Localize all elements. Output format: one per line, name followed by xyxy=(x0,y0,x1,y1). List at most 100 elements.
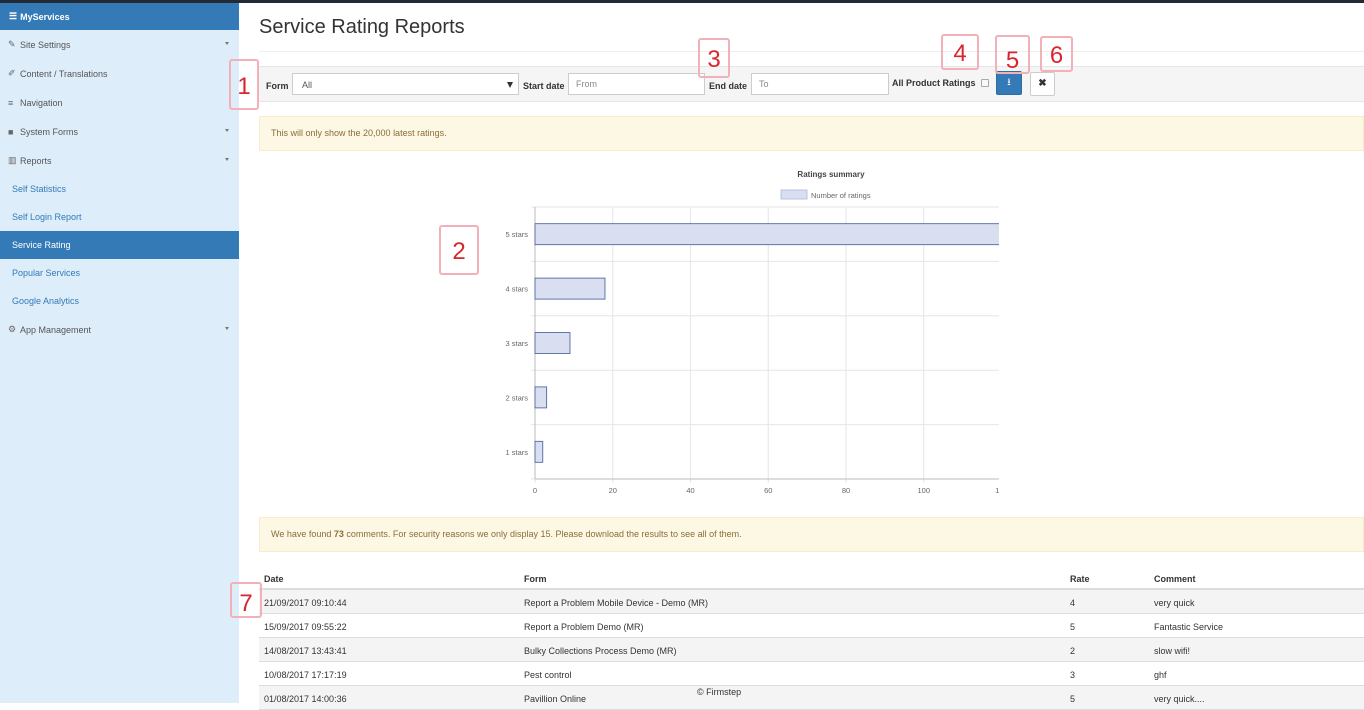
table-row: 14/08/2017 13:43:41 Bulky Collections Pr… xyxy=(259,638,1364,662)
download-button[interactable]: ⭳ xyxy=(996,71,1022,95)
caret-down-icon xyxy=(225,42,229,45)
sidebar-subitem-self-statistics[interactable]: Self Statistics xyxy=(12,184,67,194)
form-select[interactable]: All xyxy=(292,73,519,95)
table-row: 15/09/2017 09:55:22 Report a Problem Dem… xyxy=(259,614,1364,638)
annotation-marker-3: 3 xyxy=(698,38,730,78)
close-icon: ✖ xyxy=(1038,78,1047,89)
table-row: 10/08/2017 17:17:19 Pest control 3 ghf xyxy=(259,662,1364,686)
cell-rate: 5 xyxy=(1070,694,1076,704)
header-rate: Rate xyxy=(1070,574,1090,584)
cell-comment: very quick.... xyxy=(1154,694,1205,704)
sidebar-item-label: Reports xyxy=(20,155,52,166)
list-icon: ≡ xyxy=(8,97,14,108)
caret-down-icon xyxy=(225,327,229,330)
folder-icon: ■ xyxy=(8,126,14,137)
caret-down-icon xyxy=(225,129,229,132)
cell-form: Pest control xyxy=(524,670,572,680)
limit-alert-text: This will only show the 20,000 latest ra… xyxy=(271,128,447,138)
cell-comment: slow wifi! xyxy=(1154,646,1191,656)
cell-form: Pavillion Online xyxy=(524,694,587,704)
sidebar-item-system-forms[interactable]: ■ System Forms xyxy=(0,117,239,146)
cell-date: 21/09/2017 09:10:44 xyxy=(264,598,347,608)
annotation-marker-4: 4 xyxy=(941,34,979,70)
cell-date: 15/09/2017 09:55:22 xyxy=(264,622,347,632)
sidebar-item-navigation[interactable]: ≡ Navigation xyxy=(0,88,239,117)
comments-alert-suffix: comments. For security reasons we only d… xyxy=(343,529,742,539)
sidebar-item-label: System Forms xyxy=(20,126,79,137)
sidebar: ☰ MyServices ✎ Site Settings ✐ Content /… xyxy=(0,3,239,703)
list-icon: ☰ xyxy=(9,11,18,21)
comments-alert-prefix: We have found xyxy=(271,529,334,539)
chart-bar xyxy=(534,223,999,246)
sidebar-subitem-popular-services[interactable]: Popular Services xyxy=(12,268,81,278)
annotation-marker-2: 2 xyxy=(439,225,479,275)
main-content: Service Rating Reports Form All Start da… xyxy=(239,3,1364,710)
dropdown-arrow-icon xyxy=(507,82,513,88)
footer-copyright: © Firmstep xyxy=(697,687,742,697)
page-title: Service Rating Reports xyxy=(259,16,465,38)
sidebar-item-label: App Management xyxy=(20,324,92,335)
cell-comment: ghf xyxy=(1154,670,1167,680)
pencil-icon: ✐ xyxy=(8,68,16,78)
sidebar-subitem-google-analytics[interactable]: Google Analytics xyxy=(12,296,80,306)
annotation-marker-6: 6 xyxy=(1040,36,1073,72)
header-form: Form xyxy=(524,574,547,584)
chart-category-label: 5 stars xyxy=(505,230,528,239)
annotation-marker-1: 1 xyxy=(229,59,259,110)
sidebar-item-reports[interactable]: ▥ Reports xyxy=(0,146,239,175)
chart-category-label: 4 stars xyxy=(505,285,528,294)
start-date-label: Start date xyxy=(523,81,565,91)
table-row: 01/08/2017 14:00:36 Pavillion Online 5 v… xyxy=(259,686,1364,710)
chart-bar xyxy=(534,277,606,300)
top-bar xyxy=(0,0,1364,3)
sidebar-item-app-management[interactable]: ⚙ App Management xyxy=(0,315,239,344)
chart-bar xyxy=(534,440,544,463)
form-label: Form xyxy=(266,81,289,91)
ratings-summary-chart: Ratings summary Number of ratings 5 stars 4… xyxy=(505,170,999,495)
ratings-table: Date Form Rate Comment 21/09/2017 09:10:… xyxy=(259,566,1364,710)
form-select-value: All xyxy=(302,80,313,90)
caret-down-icon xyxy=(225,158,229,161)
table-row: 21/09/2017 09:10:44 Report a Problem Mob… xyxy=(259,590,1364,614)
sidebar-subitem-self-login-report[interactable]: Self Login Report xyxy=(12,212,82,222)
cell-rate: 4 xyxy=(1070,598,1076,608)
sidebar-item-label: Site Settings xyxy=(20,39,71,50)
chart-tick-label: 0 xyxy=(533,486,537,495)
cell-form: Report a Problem Demo (MR) xyxy=(524,622,644,632)
filter-bar: Form All Start date End date All Product… xyxy=(259,66,1364,102)
chart-tick-label: 60 xyxy=(764,486,772,495)
end-date-label: End date xyxy=(709,81,748,91)
sidebar-item-site-settings[interactable]: ✎ Site Settings xyxy=(0,30,239,59)
wrench-icon: ✎ xyxy=(8,39,16,49)
chart-tick-label: 120 xyxy=(995,486,999,495)
chart-tick-label: 100 xyxy=(917,486,930,495)
cell-rate: 2 xyxy=(1070,646,1076,656)
cell-form: Report a Problem Mobile Device - Demo (M… xyxy=(524,598,709,608)
limit-alert: This will only show the 20,000 latest ra… xyxy=(259,116,1364,151)
chart-tick-label: 20 xyxy=(609,486,617,495)
chart-legend-label: Number of ratings xyxy=(811,191,871,200)
annotation-marker-5: 5 xyxy=(995,35,1030,74)
brand-label: MyServices xyxy=(20,11,70,22)
all-product-ratings-label: All Product Ratings xyxy=(892,78,976,88)
chart-category-label: 2 stars xyxy=(505,393,528,402)
sidebar-subitem-service-rating[interactable]: Service Rating xyxy=(0,231,239,259)
cell-date: 10/08/2017 17:17:19 xyxy=(264,670,347,680)
chart-category-label: 1 stars xyxy=(505,448,528,457)
brand-link[interactable]: ☰ MyServices xyxy=(0,3,239,30)
cell-rate: 5 xyxy=(1070,622,1076,632)
all-product-ratings-checkbox[interactable] xyxy=(981,79,989,87)
header-date: Date xyxy=(264,574,284,584)
cell-comment: very quick xyxy=(1154,598,1195,608)
sidebar-item-content-translations[interactable]: ✐ Content / Translations xyxy=(0,59,239,88)
sidebar-item-label: Content / Translations xyxy=(20,68,108,79)
chart-legend-swatch xyxy=(780,189,808,200)
download-icon: ⭳ xyxy=(1007,77,1011,88)
start-date-input[interactable] xyxy=(568,73,705,95)
chart-tick-label: 40 xyxy=(686,486,694,495)
end-date-input[interactable] xyxy=(751,73,889,95)
comments-count: 73 xyxy=(333,529,344,539)
clear-button[interactable]: ✖ xyxy=(1030,72,1055,96)
header-comment: Comment xyxy=(1154,574,1196,584)
cell-form: Bulky Collections Process Demo (MR) xyxy=(524,646,677,656)
